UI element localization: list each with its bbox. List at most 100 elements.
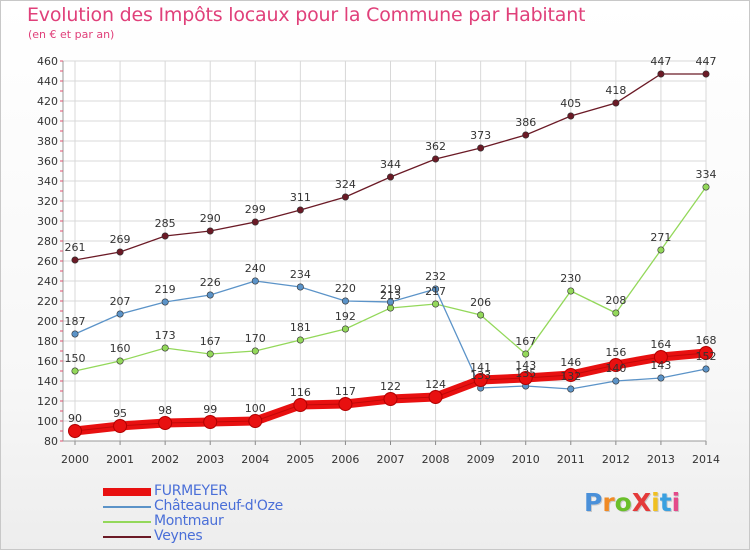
data-label: 167 xyxy=(200,335,221,348)
data-label: 143 xyxy=(650,359,671,372)
x-tick-label: 2006 xyxy=(331,453,359,466)
data-point xyxy=(72,331,78,337)
data-label: 207 xyxy=(110,295,131,308)
data-point xyxy=(384,393,397,406)
data-point xyxy=(114,420,127,433)
data-label: 98 xyxy=(158,404,172,417)
data-point xyxy=(523,351,529,357)
data-label: 311 xyxy=(290,191,311,204)
data-label: 261 xyxy=(65,241,86,254)
data-point xyxy=(72,257,78,263)
data-point xyxy=(207,351,213,357)
data-label: 116 xyxy=(290,386,311,399)
data-point xyxy=(568,113,574,119)
y-tick-label: 160 xyxy=(37,355,58,368)
y-tick-label: 240 xyxy=(37,275,58,288)
legend-swatch xyxy=(103,488,151,496)
data-label: 219 xyxy=(155,283,176,296)
data-label: 187 xyxy=(65,315,86,328)
legend-label: FURMEYER xyxy=(154,483,228,499)
data-label: 192 xyxy=(335,310,356,323)
x-tick-label: 2012 xyxy=(602,453,630,466)
data-label: 290 xyxy=(200,212,221,225)
data-point xyxy=(703,184,709,190)
data-label: 213 xyxy=(380,289,401,302)
x-tick-label: 2014 xyxy=(692,453,720,466)
data-point xyxy=(204,416,217,429)
data-point xyxy=(252,219,258,225)
data-label: 217 xyxy=(425,285,446,298)
data-label: 124 xyxy=(425,378,446,391)
y-tick-label: 360 xyxy=(37,155,58,168)
data-label: 226 xyxy=(200,276,221,289)
y-tick-label: 260 xyxy=(37,255,58,268)
y-tick-label: 300 xyxy=(37,215,58,228)
x-tick-label: 2004 xyxy=(241,453,269,466)
data-label: 132 xyxy=(560,370,581,383)
y-tick-label: 140 xyxy=(37,375,58,388)
legend-swatch xyxy=(103,536,151,538)
data-label: 173 xyxy=(155,329,176,342)
y-tick-label: 440 xyxy=(37,75,58,88)
data-point xyxy=(342,326,348,332)
x-tick-label: 2003 xyxy=(196,453,224,466)
data-point xyxy=(523,132,529,138)
y-tick-label: 460 xyxy=(37,55,58,68)
data-point xyxy=(72,368,78,374)
data-label: 324 xyxy=(335,178,356,191)
data-label: 373 xyxy=(470,129,491,142)
data-label: 168 xyxy=(696,334,717,347)
data-point xyxy=(162,233,168,239)
data-label: 135 xyxy=(515,367,536,380)
line-chart: 8010012014016018020022024026028030032034… xyxy=(0,0,750,550)
data-label: 146 xyxy=(560,356,581,369)
data-point xyxy=(297,284,303,290)
data-point xyxy=(387,305,393,311)
data-label: 386 xyxy=(515,116,536,129)
legend-label: Montmaur xyxy=(154,513,223,529)
data-point xyxy=(429,391,442,404)
data-point xyxy=(117,358,123,364)
data-label: 122 xyxy=(380,380,401,393)
y-tick-label: 220 xyxy=(37,295,58,308)
data-label: 90 xyxy=(68,412,82,425)
data-point xyxy=(342,298,348,304)
data-label: 99 xyxy=(203,403,217,416)
data-point xyxy=(387,174,393,180)
x-tick-label: 2009 xyxy=(467,453,495,466)
logo-letter: X xyxy=(632,488,651,517)
y-tick-label: 280 xyxy=(37,235,58,248)
data-label: 230 xyxy=(560,272,581,285)
data-label: 181 xyxy=(290,321,311,334)
x-tick-label: 2007 xyxy=(377,453,405,466)
legend-swatch xyxy=(103,506,151,508)
data-point xyxy=(159,417,172,430)
x-tick-label: 2005 xyxy=(286,453,314,466)
legend-label: Veynes xyxy=(154,528,202,544)
data-label: 447 xyxy=(696,55,717,68)
data-label: 269 xyxy=(110,233,131,246)
logo-letter: P xyxy=(584,488,602,517)
data-point xyxy=(432,301,438,307)
y-tick-label: 320 xyxy=(37,195,58,208)
y-tick-label: 420 xyxy=(37,95,58,108)
data-point xyxy=(703,366,709,372)
data-point xyxy=(162,299,168,305)
data-label: 447 xyxy=(650,55,671,68)
data-label: 150 xyxy=(65,352,86,365)
logo-letter: i xyxy=(672,488,681,517)
y-tick-label: 180 xyxy=(37,335,58,348)
data-label: 156 xyxy=(605,346,626,359)
y-tick-label: 120 xyxy=(37,395,58,408)
data-point xyxy=(162,345,168,351)
y-tick-label: 200 xyxy=(37,315,58,328)
logo-letter: t xyxy=(660,488,672,517)
data-label: 362 xyxy=(425,140,446,153)
data-point xyxy=(207,292,213,298)
x-tick-label: 2011 xyxy=(557,453,585,466)
y-tick-label: 80 xyxy=(44,435,58,448)
data-point xyxy=(477,145,483,151)
data-point xyxy=(477,312,483,318)
data-label: 234 xyxy=(290,268,311,281)
data-point xyxy=(207,228,213,234)
